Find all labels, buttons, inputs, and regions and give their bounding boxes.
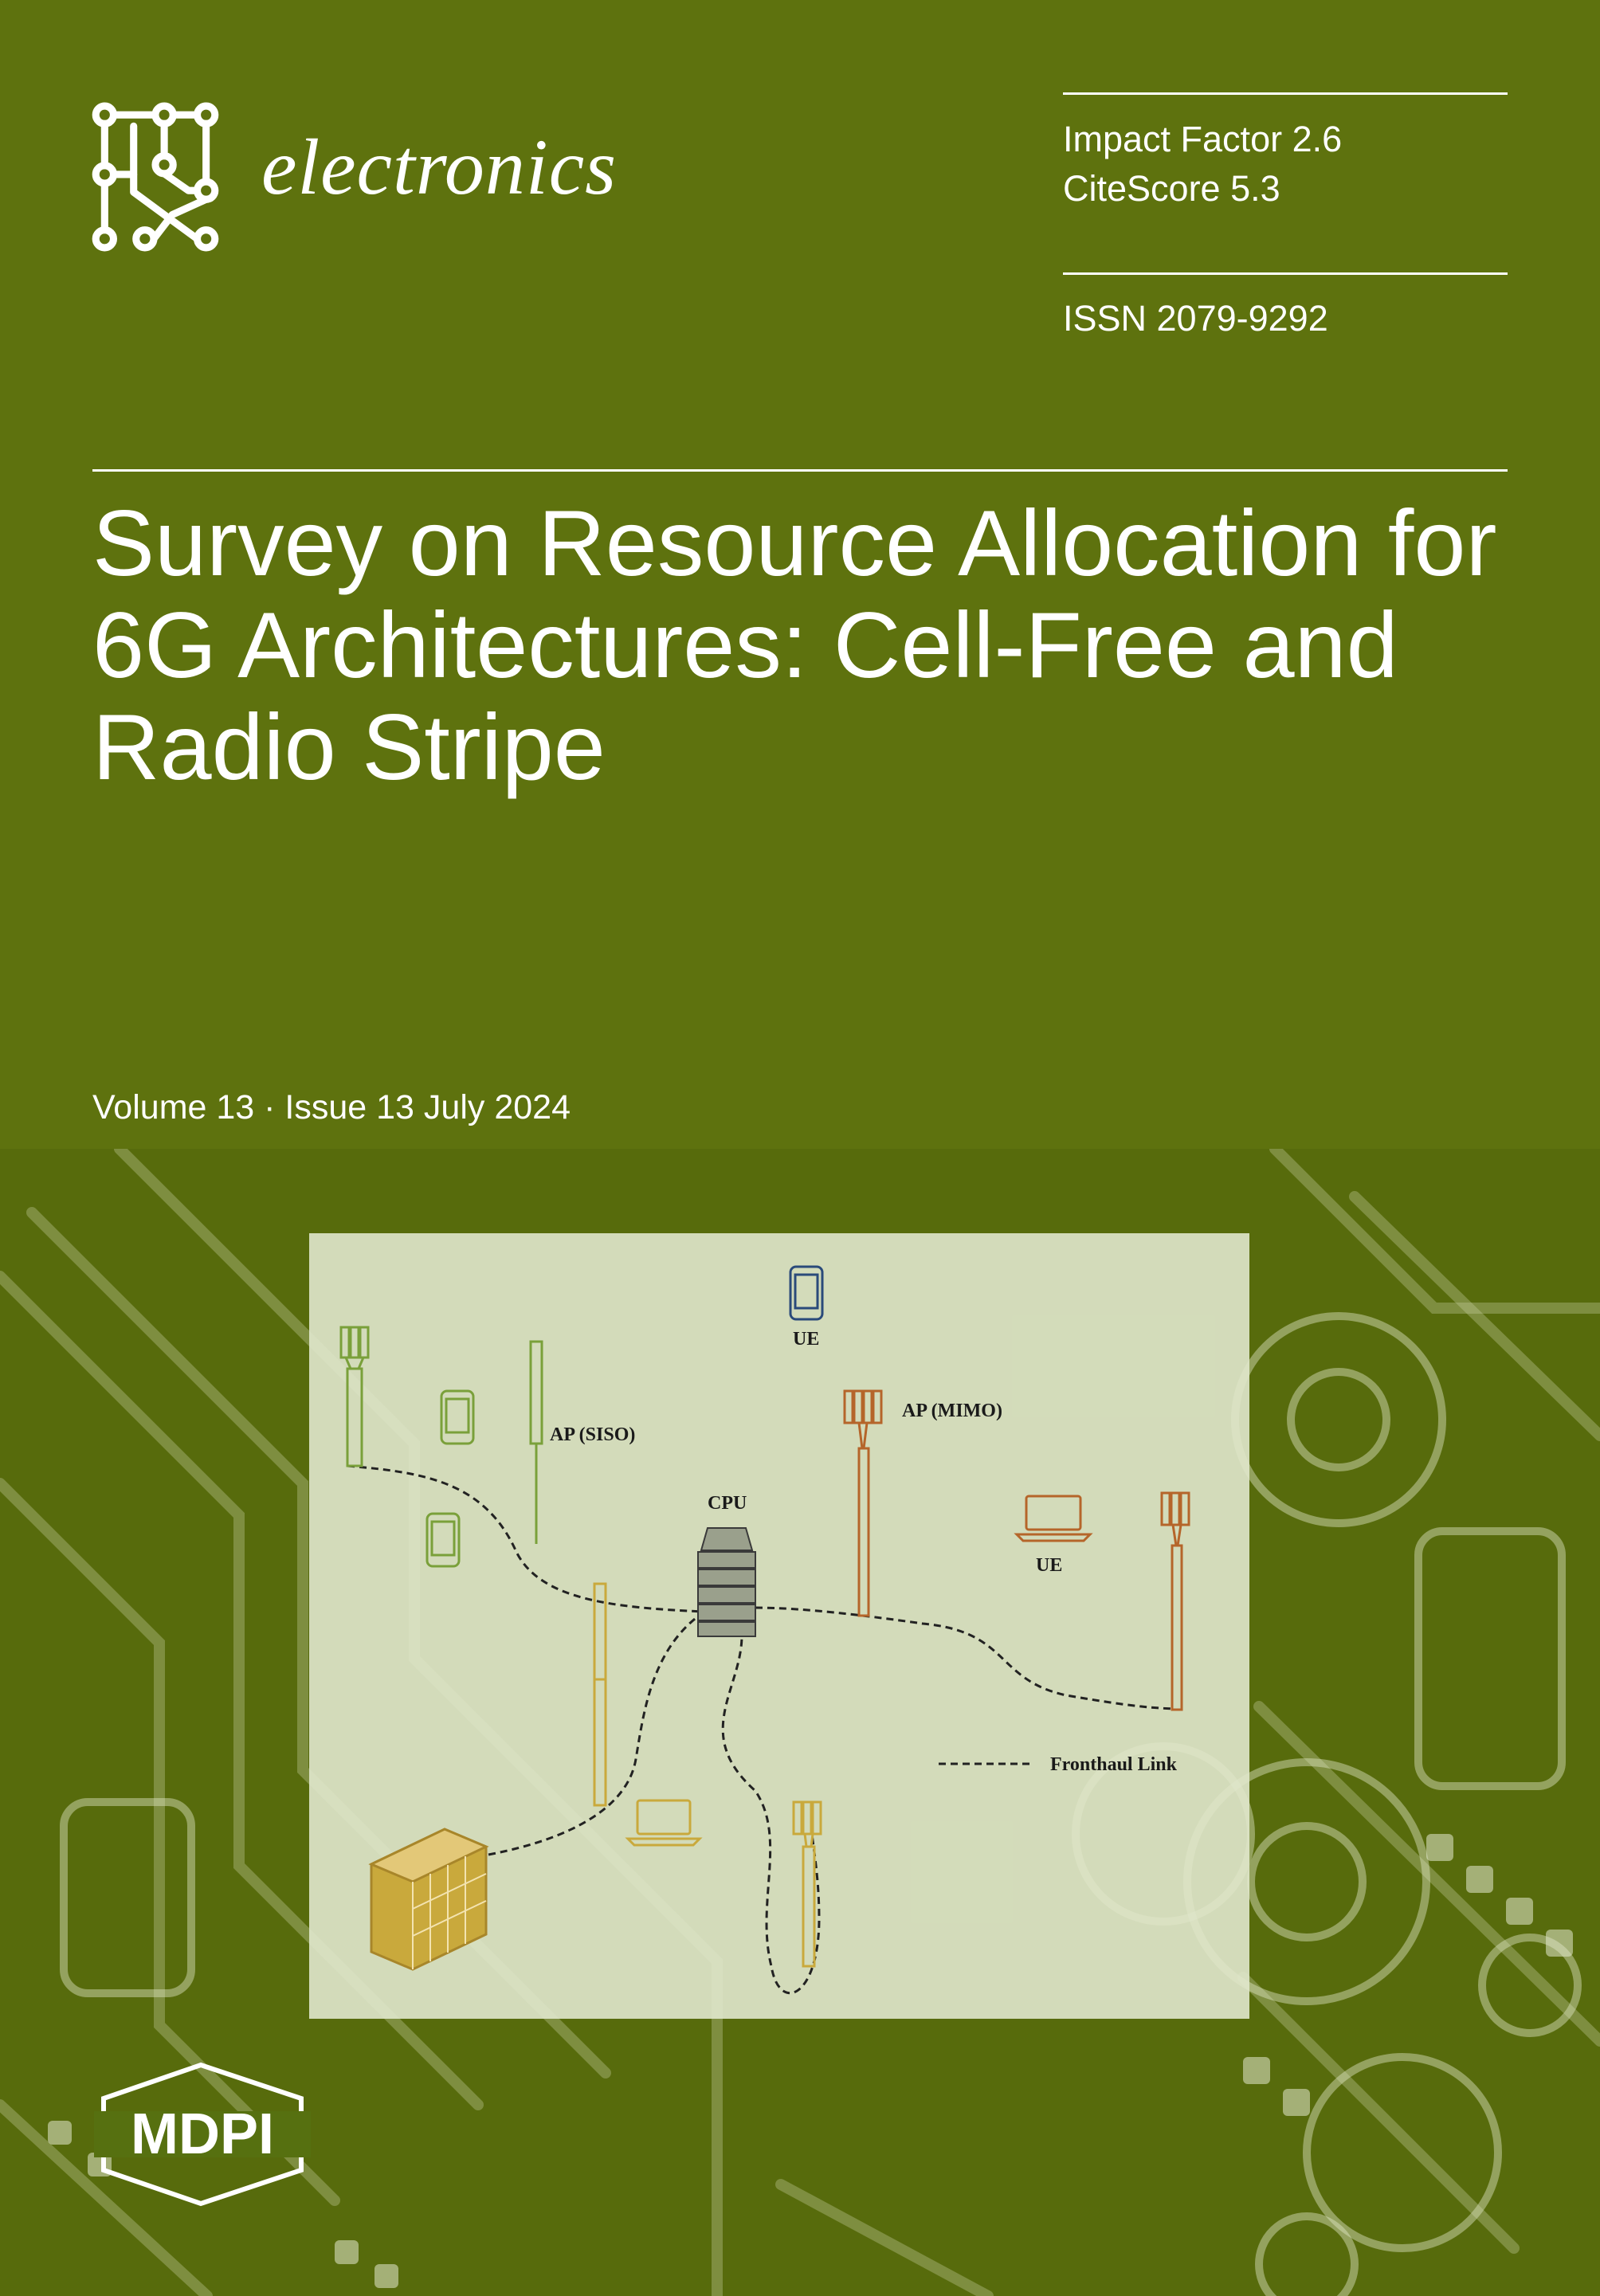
phone-icon [425,1512,461,1568]
label-ap-mimo: AP (MIMO) [902,1401,1002,1421]
fronthaul-link [721,1615,821,1995]
antenna-icon [1160,1491,1190,1711]
antenna-icon [593,1582,607,1807]
laptop-icon [1014,1495,1093,1542]
fronthaul-link [755,1606,1175,1710]
fronthaul-link [488,1610,705,1856]
phone-icon [789,1265,824,1321]
volume-issue: Volume 13 · Issue 13 July 2024 [92,1088,571,1126]
title-rule [92,469,1508,472]
journal-metrics: Impact Factor 2.6 CiteScore 5.3 [1063,115,1342,214]
journal-logo-icon [92,102,219,252]
mdpi-logo-icon: MDPI [94,2062,311,2207]
server-icon [697,1527,756,1637]
laptop-icon [625,1799,703,1847]
impact-factor: Impact Factor 2.6 [1063,119,1343,159]
cell-free-diagram: UE AP (SISO) AP (MIMO) CPU UE Fronthaul … [309,1233,1249,2019]
label-ap-siso: AP (SISO) [550,1424,635,1445]
label-ue-right: UE [1036,1555,1062,1576]
antenna-icon [792,1800,822,1968]
citescore: CiteScore 5.3 [1063,168,1280,209]
legend-fronthaul-link: Fronthaul Link [1050,1754,1178,1775]
publisher-name: MDPI [131,2102,274,2166]
label-ue-top: UE [793,1329,819,1350]
label-cpu: CPU [708,1493,747,1514]
antenna-icon [339,1326,370,1467]
antenna-icon [529,1340,543,1544]
metrics-rule [1063,272,1508,275]
fronthaul-link [347,1464,705,1613]
article-title: Survey on Resource Allocation for 6G Arc… [92,491,1497,799]
antenna-icon [843,1389,883,1617]
phone-icon [440,1389,475,1445]
top-rule [1063,92,1508,95]
building-icon [368,1828,489,1971]
journal-name: electronics [261,123,618,211]
issn: ISSN 2079-9292 [1063,298,1328,339]
diagram-canvas: UE AP (SISO) AP (MIMO) CPU UE Fronthaul … [339,1265,1190,1995]
